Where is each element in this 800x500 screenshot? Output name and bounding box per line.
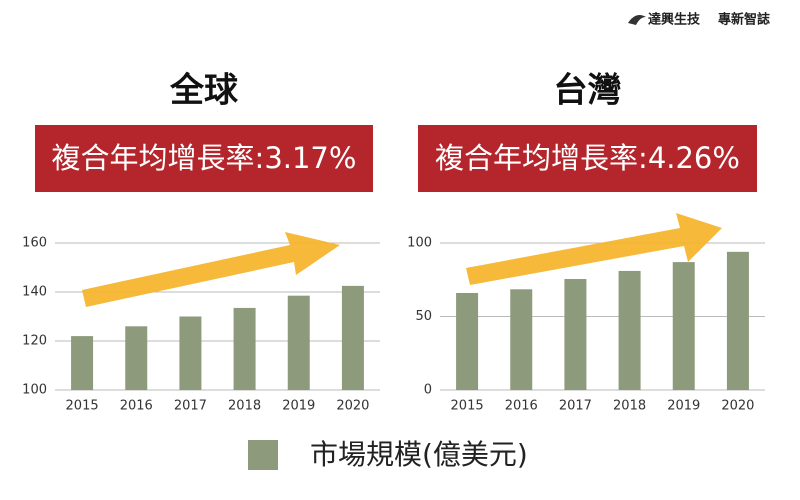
tagline: 專新智誌 (718, 12, 770, 28)
x-tick-label: 2015 (451, 399, 484, 414)
x-tick-label: 2019 (667, 399, 700, 414)
legend-swatch (248, 440, 278, 470)
subtitle-box (418, 125, 757, 192)
x-tick-label: 2016 (120, 399, 153, 414)
trend-arrow (82, 232, 340, 307)
legend-label: 市場規模(億美元) (310, 438, 528, 471)
subtitle: 複合年均增長率:4.26% (435, 141, 740, 175)
x-tick-label: 2020 (336, 399, 369, 414)
bar (672, 262, 695, 390)
x-tick-label: 2016 (505, 399, 538, 414)
logo (628, 15, 646, 25)
y-tick-label: 140 (22, 285, 47, 300)
y-tick-label: 0 (424, 383, 432, 398)
bar (618, 270, 641, 390)
bar (564, 279, 587, 390)
subtitle-box (35, 125, 373, 192)
brand: 達興生技 (648, 12, 701, 28)
x-tick-label: 2015 (66, 399, 99, 414)
bar (456, 292, 479, 390)
x-tick-label: 2020 (721, 399, 754, 414)
x-tick-label: 2018 (228, 399, 261, 414)
y-tick-label: 160 (22, 236, 47, 251)
x-tick-label: 2017 (559, 399, 592, 414)
chart-title: 全球 (169, 71, 239, 111)
x-tick-label: 2019 (282, 399, 315, 414)
bar (510, 289, 533, 390)
bar (287, 295, 310, 390)
trend-arrow (466, 213, 722, 285)
bar (179, 316, 202, 390)
y-tick-label: 50 (415, 309, 432, 324)
bar (341, 285, 364, 390)
chart-title: 台灣 (554, 71, 622, 111)
y-tick-label: 120 (22, 334, 47, 349)
bar (71, 336, 94, 390)
y-tick-label: 100 (22, 383, 47, 398)
x-tick-label: 2017 (174, 399, 207, 414)
bar (726, 251, 749, 390)
subtitle: 複合年均增長率:3.17% (52, 141, 357, 175)
bar (233, 307, 256, 390)
x-tick-label: 2018 (613, 399, 646, 414)
y-tick-label: 100 (407, 236, 432, 251)
bar (125, 326, 148, 390)
